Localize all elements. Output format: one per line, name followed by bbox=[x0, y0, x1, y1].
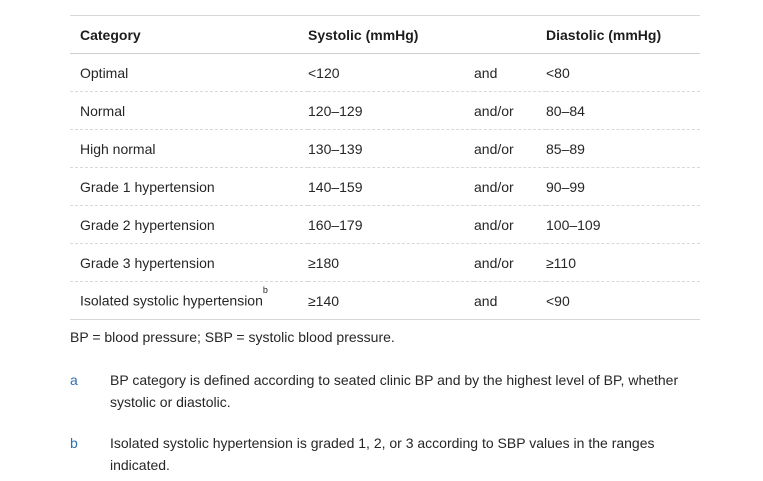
header-conjunction bbox=[474, 16, 546, 54]
cell-systolic: ≥180 bbox=[308, 243, 474, 282]
footnote-a: a BP category is defined according to se… bbox=[70, 369, 700, 413]
table-row: Grade 2 hypertension 160–179 and/or 100–… bbox=[70, 205, 700, 244]
cell-systolic: 160–179 bbox=[308, 205, 474, 244]
footnote-text-a: BP category is defined according to seat… bbox=[110, 372, 679, 410]
header-systolic: Systolic (mmHg) bbox=[308, 16, 474, 54]
cell-systolic: ≥140 bbox=[308, 281, 474, 320]
cell-conjunction: and/or bbox=[474, 205, 546, 244]
footnote-label-b[interactable]: b bbox=[70, 435, 78, 451]
footnote-label-a[interactable]: a bbox=[70, 372, 78, 388]
cell-category: Normal bbox=[70, 91, 308, 130]
cell-conjunction: and/or bbox=[474, 167, 546, 206]
cell-systolic: <120 bbox=[308, 53, 474, 92]
cell-systolic: 120–129 bbox=[308, 91, 474, 130]
cell-systolic: 130–139 bbox=[308, 129, 474, 168]
footnote-ref-b[interactable]: b bbox=[262, 285, 268, 296]
cell-category: Grade 3 hypertension bbox=[70, 243, 308, 282]
cell-diastolic: 85–89 bbox=[546, 129, 700, 168]
cell-category: Grade 2 hypertension bbox=[70, 205, 308, 244]
table-header-row: Category Systolic (mmHg) Diastolic (mmHg… bbox=[70, 16, 700, 54]
cell-conjunction: and/or bbox=[474, 129, 546, 168]
cell-conjunction: and/or bbox=[474, 91, 546, 130]
footnote-b: b Isolated systolic hypertension is grad… bbox=[70, 432, 700, 476]
cell-category: Optimal bbox=[70, 53, 308, 92]
cell-diastolic: 80–84 bbox=[546, 91, 700, 130]
cell-conjunction: and bbox=[474, 53, 546, 92]
abbreviations-note: BP = blood pressure; SBP = systolic bloo… bbox=[70, 329, 395, 345]
table-top-rule bbox=[70, 15, 700, 16]
cell-diastolic: 100–109 bbox=[546, 205, 700, 244]
table-row: Grade 1 hypertension 140–159 and/or 90–9… bbox=[70, 167, 700, 206]
cell-category-text: Isolated systolic hypertension bbox=[80, 292, 263, 309]
cell-conjunction: and/or bbox=[474, 243, 546, 282]
cell-diastolic: ≥110 bbox=[546, 243, 700, 282]
cell-diastolic: <80 bbox=[546, 53, 700, 92]
bp-classification-table: Category Systolic (mmHg) Diastolic (mmHg… bbox=[70, 16, 700, 320]
cell-diastolic: <90 bbox=[546, 281, 700, 320]
cell-conjunction: and bbox=[474, 281, 546, 320]
cell-diastolic: 90–99 bbox=[546, 167, 700, 206]
cell-category: High normal bbox=[70, 129, 308, 168]
cell-category: Isolated systolic hypertensionb bbox=[70, 281, 308, 320]
table-row: Optimal <120 and <80 bbox=[70, 53, 700, 92]
table-row: Isolated systolic hypertensionb ≥140 and… bbox=[70, 281, 700, 320]
footnote-text-b: Isolated systolic hypertension is graded… bbox=[110, 435, 655, 473]
table-row: High normal 130–139 and/or 85–89 bbox=[70, 129, 700, 168]
table-row: Normal 120–129 and/or 80–84 bbox=[70, 91, 700, 130]
table-row: Grade 3 hypertension ≥180 and/or ≥110 bbox=[70, 243, 700, 282]
header-diastolic: Diastolic (mmHg) bbox=[546, 16, 700, 54]
header-category: Category bbox=[70, 16, 308, 54]
cell-systolic: 140–159 bbox=[308, 167, 474, 206]
cell-category: Grade 1 hypertension bbox=[70, 167, 308, 206]
